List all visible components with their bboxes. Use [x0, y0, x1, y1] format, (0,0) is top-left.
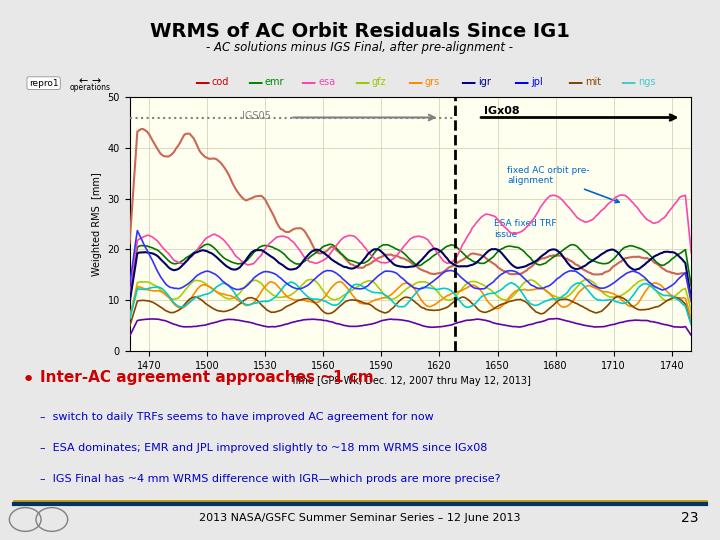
- Text: IGS05: IGS05: [242, 111, 271, 121]
- Text: —: —: [567, 75, 582, 90]
- Y-axis label: Weighted RMS  [mm]: Weighted RMS [mm]: [92, 172, 102, 276]
- Text: —: —: [194, 75, 210, 90]
- Text: fixed AC orbit pre-
alignment: fixed AC orbit pre- alignment: [507, 166, 619, 202]
- Text: —: —: [407, 75, 423, 90]
- Text: - AC solutions minus IGS Final, after pre-alignment -: - AC solutions minus IGS Final, after pr…: [207, 40, 513, 53]
- Text: esa: esa: [318, 77, 336, 87]
- Text: igr: igr: [478, 77, 491, 87]
- Text: —: —: [460, 75, 476, 90]
- Text: —: —: [247, 75, 263, 90]
- Text: gfz: gfz: [372, 77, 386, 87]
- Text: —: —: [354, 75, 369, 90]
- Text: —: —: [620, 75, 636, 90]
- Text: ← →: ← →: [79, 76, 101, 86]
- Text: WRMS of AC Orbit Residuals Since IG1: WRMS of AC Orbit Residuals Since IG1: [150, 22, 570, 40]
- Text: —: —: [300, 75, 316, 90]
- Text: •: •: [22, 370, 35, 390]
- Text: repro1: repro1: [29, 79, 58, 87]
- Text: –  IGS Final has ~4 mm WRMS difference with IGR—which prods are more precise?: – IGS Final has ~4 mm WRMS difference wi…: [40, 474, 500, 484]
- Text: Inter-AC agreement approaches ~1 cm: Inter-AC agreement approaches ~1 cm: [40, 370, 373, 385]
- X-axis label: Time [GPS Wk; Dec. 12, 2007 thru May 12, 2013]: Time [GPS Wk; Dec. 12, 2007 thru May 12,…: [290, 376, 531, 386]
- Text: 23: 23: [681, 511, 698, 525]
- Text: grs: grs: [425, 77, 440, 87]
- Text: IGx08: IGx08: [484, 106, 520, 117]
- Text: mit: mit: [585, 77, 600, 87]
- Text: ESA fixed TRF
issue: ESA fixed TRF issue: [494, 219, 556, 239]
- Text: –  ESA dominates; EMR and JPL improved slightly to ~18 mm WRMS since IGx08: – ESA dominates; EMR and JPL improved sl…: [40, 443, 487, 453]
- Text: cod: cod: [212, 77, 229, 87]
- Text: emr: emr: [265, 77, 284, 87]
- Text: ngs: ngs: [638, 77, 655, 87]
- Text: operations: operations: [70, 83, 110, 92]
- Text: jpl: jpl: [531, 77, 543, 87]
- Text: 2013 NASA/GSFC Summer Seminar Series – 12 June 2013: 2013 NASA/GSFC Summer Seminar Series – 1…: [199, 514, 521, 523]
- Text: —: —: [513, 75, 529, 90]
- Text: –  switch to daily TRFs seems to have improved AC agreement for now: – switch to daily TRFs seems to have imp…: [40, 412, 433, 422]
